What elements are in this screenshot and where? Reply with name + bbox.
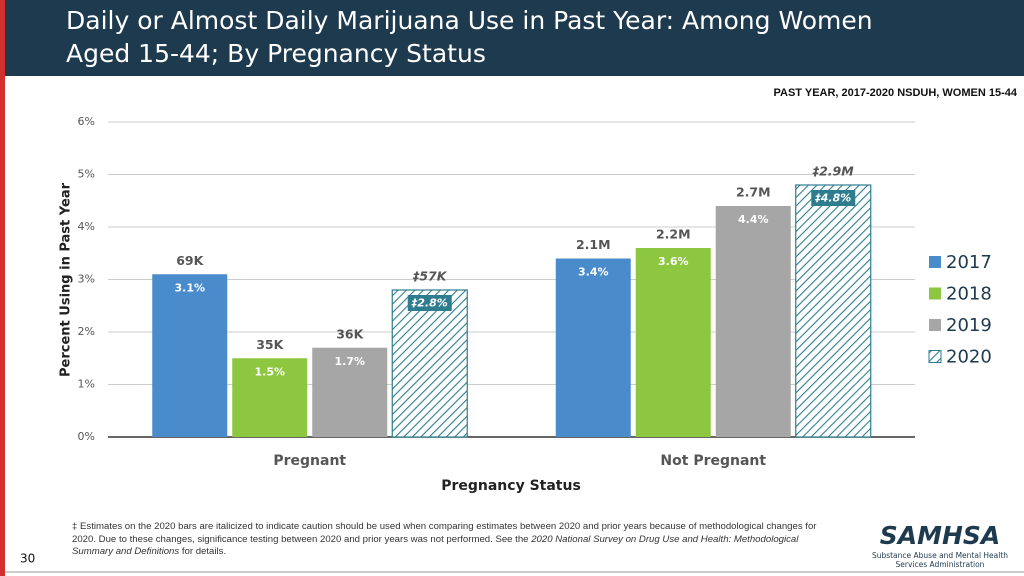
- footnote-text: 2020 National Survey on Drug Use and Hea…: [72, 533, 799, 558]
- bar: [312, 347, 388, 437]
- count-label: ‡2.9M: [812, 164, 854, 179]
- bar: [232, 358, 308, 437]
- x-axis-label: Pregnancy Status: [441, 478, 581, 494]
- value-label: 1.7%: [334, 355, 365, 368]
- logo-text: Services Administration: [896, 560, 985, 569]
- legend-label: 2018: [946, 284, 992, 305]
- footnote-text: for details.: [179, 546, 227, 557]
- count-label: 2.7M: [736, 185, 771, 200]
- subtitle: PAST YEAR, 2017-2020 NSDUH, WOMEN 15-44: [773, 87, 1017, 99]
- title: Aged 15-44; By Pregnancy Status: [66, 39, 486, 68]
- bar: [715, 206, 791, 437]
- legend-swatch: [929, 287, 941, 300]
- count-label: 36K: [336, 326, 364, 341]
- y-tick-label: 6%: [78, 115, 95, 128]
- bar: [555, 258, 631, 437]
- bar: [152, 274, 228, 437]
- x-tick-label: Pregnant: [273, 453, 346, 469]
- logo: SAMHSA: [880, 521, 1001, 550]
- bar: [391, 289, 468, 438]
- value-label-box: [407, 295, 452, 311]
- footnote-text: ‡ Estimates on the 2020 bars are italici…: [72, 521, 817, 545]
- value-label: ‡2.8%: [411, 297, 448, 310]
- value-label-box: [811, 190, 856, 206]
- y-axis-label: Percent Using in Past Year: [59, 182, 74, 377]
- y-tick-label: 3%: [78, 273, 95, 286]
- count-label: 35K: [256, 337, 284, 352]
- value-label: 3.6%: [658, 255, 689, 268]
- bar: [795, 184, 872, 438]
- value-label: ‡4.8%: [814, 192, 851, 205]
- footnote: ‡ Estimates on the 2020 bars are italici…: [72, 521, 842, 559]
- count-label: 2.2M: [656, 227, 691, 242]
- count-label: 2.1M: [576, 237, 611, 252]
- count-label: 69K: [176, 253, 204, 268]
- legend-swatch: [928, 350, 942, 363]
- y-tick-label: 1%: [78, 378, 95, 391]
- title-bar: [5, 0, 1024, 76]
- value-label: 3.1%: [174, 281, 205, 294]
- value-label: 4.4%: [738, 213, 769, 226]
- value-label: 3.4%: [578, 266, 609, 279]
- legend-swatch: [929, 256, 941, 268]
- accent-strip: [0, 0, 5, 576]
- legend-label: 2017: [946, 252, 992, 273]
- y-tick-label: 4%: [78, 220, 95, 233]
- value-label: 1.5%: [254, 365, 285, 378]
- title: Daily or Almost Daily Marijuana Use in P…: [66, 6, 873, 35]
- y-tick-label: 5%: [78, 168, 95, 181]
- x-tick-label: Not Pregnant: [660, 453, 766, 469]
- y-tick-label: 0%: [78, 430, 95, 443]
- logo-text: Substance Abuse and Mental Health: [872, 551, 1008, 560]
- legend-label: 2020: [946, 347, 992, 368]
- bar: [635, 248, 711, 437]
- count-label: ‡57K: [412, 269, 448, 284]
- legend-swatch: [929, 319, 941, 331]
- legend-label: 2019: [946, 315, 992, 336]
- page-number: 30: [20, 552, 35, 566]
- y-tick-label: 2%: [78, 325, 95, 338]
